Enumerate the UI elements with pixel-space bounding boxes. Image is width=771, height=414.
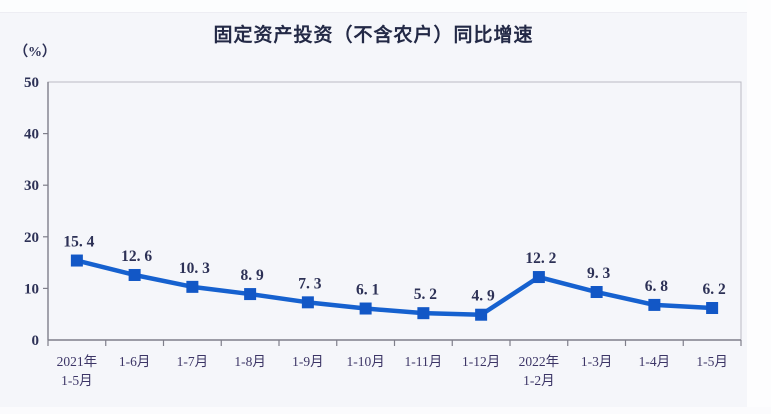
data-point-marker (417, 307, 430, 320)
x-axis-category-label: 2022年 1-2月 (519, 354, 560, 388)
x-axis-category-label: 1-8月 (234, 354, 266, 369)
data-point-label: 6. 8 (645, 278, 669, 295)
x-axis-category-label: 1-9月 (292, 354, 324, 369)
data-point-label: 7. 3 (298, 275, 322, 292)
data-point-marker (244, 288, 257, 301)
data-point-marker (359, 302, 372, 315)
data-point-label: 10. 3 (179, 260, 210, 277)
y-axis-tick-label: 20 (24, 230, 39, 246)
y-axis-tick-label: 0 (32, 333, 40, 349)
data-point-label: 15. 4 (63, 234, 94, 251)
data-point-marker (706, 302, 719, 315)
data-point-label: 6. 2 (703, 281, 727, 298)
data-point-label: 12. 6 (121, 248, 152, 265)
x-axis-category-label: 1-4月 (639, 354, 671, 369)
data-point-marker (475, 308, 488, 321)
x-axis-category-label: 1-11月 (405, 354, 443, 369)
y-axis-tick-label: 30 (24, 178, 39, 194)
data-point-label: 4. 9 (472, 288, 496, 305)
x-axis-category-label: 1-12月 (462, 354, 500, 369)
bottom-edge-band (0, 407, 771, 414)
data-point-marker (70, 254, 83, 267)
right-edge-strip (747, 0, 771, 414)
chart-title: 固定资产投资（不含农户）同比增速 (213, 25, 534, 46)
x-axis-category-label: 1-7月 (177, 354, 209, 369)
y-axis-unit-label: （%） (14, 45, 56, 60)
data-point-label: 8. 9 (241, 267, 265, 284)
data-point-label: 5. 2 (414, 286, 438, 303)
y-axis-tick-label: 40 (24, 127, 39, 143)
x-axis-category-label: 1-6月 (119, 354, 151, 369)
data-point-marker (532, 271, 545, 284)
top-edge-band (0, 0, 771, 13)
data-point-marker (648, 298, 661, 311)
x-axis-category-label: 2021年 1-5月 (57, 354, 98, 388)
data-point-label: 6. 1 (356, 282, 379, 299)
data-point-marker (301, 296, 314, 309)
data-point-label: 9. 3 (587, 265, 611, 282)
data-point-label: 12. 2 (525, 250, 556, 267)
x-axis-category-label: 1-3月 (581, 354, 613, 369)
y-axis-tick-label: 10 (24, 281, 39, 297)
data-point-marker (590, 286, 603, 299)
x-axis-category-label: 1-10月 (347, 354, 385, 369)
data-point-marker (128, 268, 141, 281)
data-point-marker (186, 280, 199, 293)
line-series (74, 258, 715, 317)
x-axis-category-label: 1-5月 (696, 354, 728, 369)
y-axis-tick-label: 50 (24, 75, 39, 91)
